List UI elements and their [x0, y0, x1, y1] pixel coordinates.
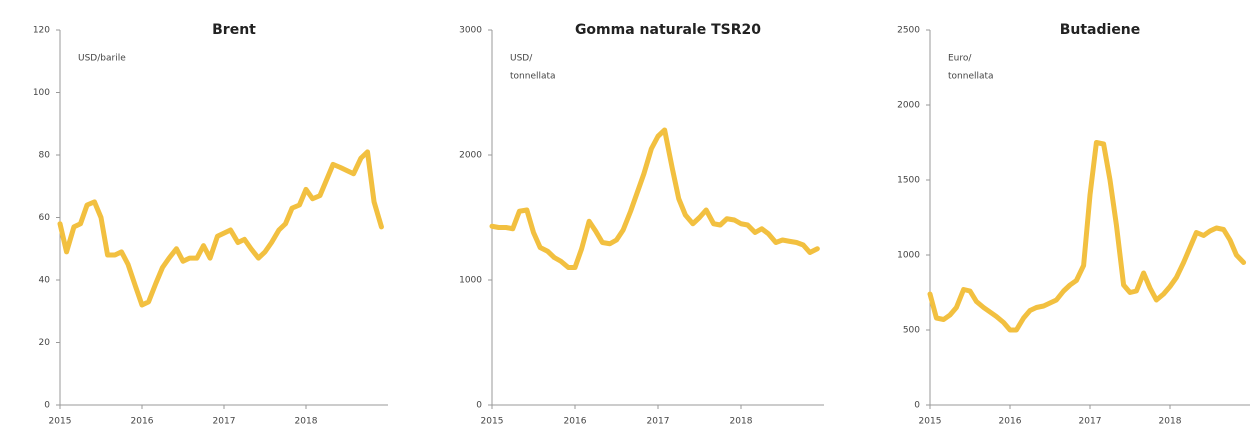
data-line — [57, 149, 384, 308]
x-tick-label: 2018 — [1159, 417, 1182, 427]
x-tick-label: 2016 — [564, 417, 587, 427]
unit-label: Euro/ — [948, 54, 972, 64]
y-tick-label: 3000 — [459, 26, 482, 36]
y-tick-label: 2000 — [897, 101, 920, 111]
x-tick-label: 2017 — [213, 417, 236, 427]
unit-label: tonnellata — [948, 72, 994, 82]
y-tick-label: 0 — [476, 401, 482, 411]
x-tick-label: 2016 — [999, 417, 1022, 427]
data-line — [927, 140, 1247, 333]
y-tick-label: 1000 — [897, 251, 920, 261]
x-tick-label: 2018 — [295, 417, 318, 427]
x-tick-label: 2016 — [131, 417, 154, 427]
data-line — [489, 127, 820, 270]
unit-label: tonnellata — [510, 72, 556, 82]
y-tick-label: 40 — [39, 276, 51, 286]
y-tick-label: 1000 — [459, 276, 482, 286]
y-tick-label: 120 — [33, 26, 50, 36]
x-tick-label: 2017 — [1079, 417, 1102, 427]
y-tick-label: 500 — [903, 326, 920, 336]
chart-title: Gomma naturale TSR20 — [575, 22, 761, 38]
y-tick-label: 1500 — [897, 176, 920, 186]
y-tick-label: 80 — [39, 151, 51, 161]
x-tick-label: 2018 — [730, 417, 753, 427]
y-tick-label: 2000 — [459, 151, 482, 161]
chart-title: Brent — [212, 22, 256, 38]
unit-label: USD/ — [510, 54, 533, 64]
y-tick-label: 0 — [44, 401, 50, 411]
unit-label: USD/barile — [78, 54, 126, 64]
x-tick-label: 2015 — [49, 417, 72, 427]
y-tick-label: 100 — [33, 88, 50, 98]
x-tick-label: 2015 — [919, 417, 942, 427]
y-tick-label: 60 — [39, 213, 51, 223]
y-tick-label: 0 — [914, 401, 920, 411]
chart-title: Butadiene — [1060, 22, 1141, 38]
y-tick-label: 20 — [39, 338, 51, 348]
x-tick-label: 2017 — [647, 417, 670, 427]
x-tick-label: 2015 — [481, 417, 504, 427]
y-tick-label: 2500 — [897, 26, 920, 36]
